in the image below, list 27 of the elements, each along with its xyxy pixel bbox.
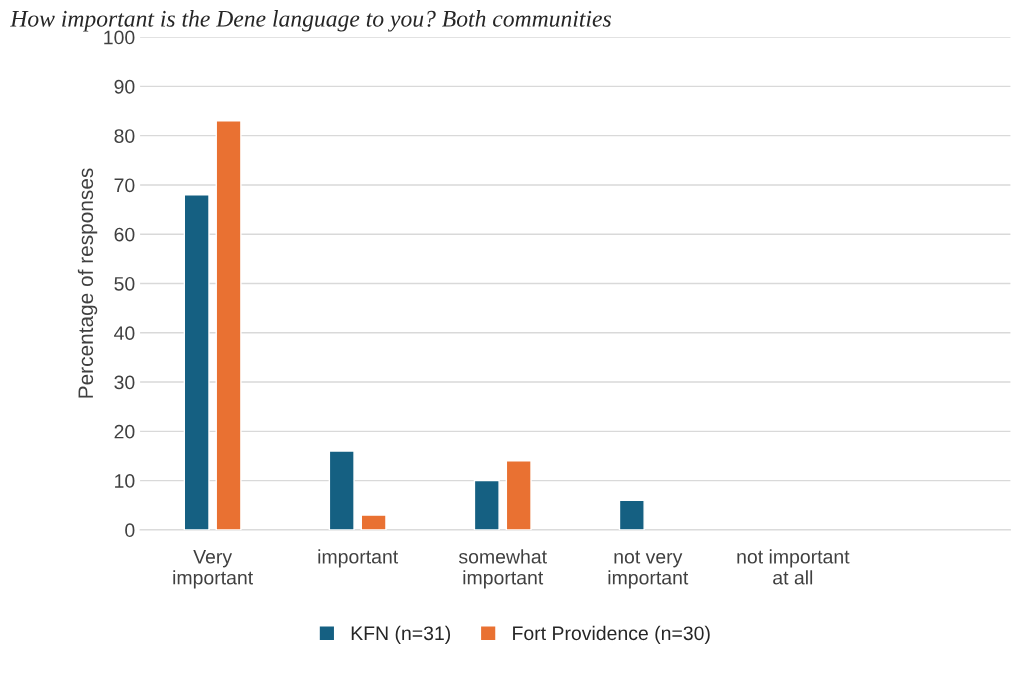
y-tick-label: 60: [114, 227, 135, 242]
y-tick-label: 90: [114, 79, 135, 94]
x-tick-label: important: [318, 549, 399, 568]
y-tick-label: 20: [114, 424, 135, 439]
x-tick-label: somewhat important: [458, 549, 547, 589]
legend-label: Fort Providence (n=30): [513, 625, 710, 644]
x-tick-label: Very important: [173, 550, 253, 589]
bar: [328, 450, 355, 530]
chart-title: How important is the Dene language to you? Both communities: [10, 10, 611, 32]
bar: [215, 120, 242, 530]
legend-label: KFN (n=31): [351, 625, 451, 644]
y-tick-label: 70: [114, 178, 135, 193]
y-tick-label: 30: [114, 375, 135, 390]
x-tick-label: not important at all: [737, 549, 850, 585]
bar: [183, 194, 210, 530]
y-tick-label: 100: [104, 30, 135, 45]
bar: [360, 514, 387, 530]
y-tick-label: 80: [114, 129, 135, 143]
y-tick-label: 10: [115, 474, 135, 488]
x-tick-label: not very important: [608, 550, 689, 589]
bar: [505, 460, 532, 530]
y-tick-label: 40: [114, 326, 135, 341]
bar: [618, 499, 645, 530]
y-axis-title: Percentage of responses: [77, 168, 98, 398]
y-tick-label: 50: [114, 276, 135, 291]
y-tick-label: 0: [125, 523, 135, 538]
bar: [473, 479, 500, 530]
